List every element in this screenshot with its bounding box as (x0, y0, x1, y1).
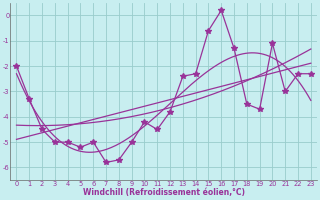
X-axis label: Windchill (Refroidissement éolien,°C): Windchill (Refroidissement éolien,°C) (83, 188, 245, 197)
